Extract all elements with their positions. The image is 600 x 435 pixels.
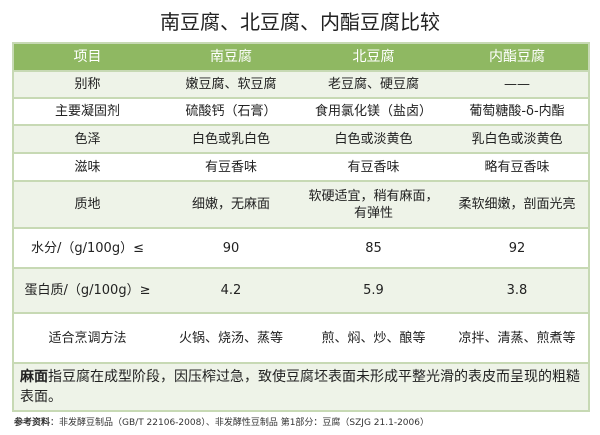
table-cell: 90 — [161, 228, 301, 269]
table-cell: 乳白色或淡黄色 — [446, 125, 589, 154]
table-cell: 细嫩，无麻面 — [161, 181, 301, 229]
table-row: 别称 嫩豆腐、软豆腐 老豆腐、硬豆腐 —— — [13, 71, 589, 99]
table-cell: 85 — [301, 228, 446, 269]
table-cell: 老豆腐、硬豆腐 — [301, 71, 446, 99]
row-label: 色泽 — [13, 125, 161, 154]
table-cell: 有豆香味 — [301, 153, 446, 182]
table-cell: 煎、焖、炒、酿等 — [301, 313, 446, 364]
table-cell: 软硬适宜，稍有麻面，有弹性 — [301, 181, 446, 229]
page-title: 南豆腐、北豆腐、内酯豆腐比较 — [160, 10, 440, 34]
note-text: 指豆腐在成型阶段，因压榨过急，致使豆腐坯表面未形成平整光滑的表皮而呈现的粗糙表面… — [20, 369, 580, 405]
note-row: 麻面指豆腐在成型阶段，因压榨过急，致使豆腐坯表面未形成平整光滑的表皮而呈现的粗糙… — [13, 363, 589, 412]
table-cell: 葡萄糖酸-δ-内酯 — [446, 98, 589, 126]
table-cell: 略有豆香味 — [446, 153, 589, 182]
header-lactone-tofu: 内酯豆腐 — [446, 43, 589, 72]
table-cell: 92 — [446, 228, 589, 269]
table-cell: —— — [446, 71, 589, 99]
table-cell: 食用氯化镁（盐卤） — [301, 98, 446, 126]
reference-label: 参考资料 — [14, 418, 51, 428]
reference-text: ：非发酵豆制品（GB/T 22106-2008）、非发酵性豆制品 第1部分：豆腐… — [50, 418, 429, 428]
table-row: 主要凝固剂 硫酸钙（石膏） 食用氯化镁（盐卤） 葡萄糖酸-δ-内酯 — [13, 98, 589, 126]
table-header-row: 项目 南豆腐 北豆腐 内酯豆腐 — [13, 43, 589, 72]
row-label: 滋味 — [13, 153, 161, 182]
row-label: 适合烹调方法 — [13, 313, 161, 364]
table-cell: 嫩豆腐、软豆腐 — [161, 71, 301, 99]
table-row: 滋味 有豆香味 有豆香味 略有豆香味 — [13, 153, 589, 182]
row-label: 主要凝固剂 — [13, 98, 161, 126]
table-row: 蛋白质/（g/100g）≥ 4.2 5.9 3.8 — [13, 268, 589, 314]
table-row: 质地 细嫩，无麻面 软硬适宜，稍有麻面，有弹性 柔软细嫩，剖面光亮 — [13, 181, 589, 229]
reference-footer: 参考资料：非发酵豆制品（GB/T 22106-2008）、非发酵性豆制品 第1部… — [14, 415, 429, 428]
table-cell: 火锅、烧汤、蒸等 — [161, 313, 301, 364]
row-label: 质地 — [13, 181, 161, 229]
header-north-tofu: 北豆腐 — [301, 43, 446, 72]
row-label: 蛋白质/（g/100g）≥ — [13, 268, 161, 314]
header-item: 项目 — [13, 43, 161, 72]
note-term: 麻面 — [20, 369, 48, 385]
table-row: 色泽 白色或乳白色 白色或淡黄色 乳白色或淡黄色 — [13, 125, 589, 154]
table-row: 适合烹调方法 火锅、烧汤、蒸等 煎、焖、炒、酿等 凉拌、清蒸、煎煮等 — [13, 313, 589, 364]
table-cell: 硫酸钙（石膏） — [161, 98, 301, 126]
table-cell: 5.9 — [301, 268, 446, 314]
table-cell: 有豆香味 — [161, 153, 301, 182]
header-south-tofu: 南豆腐 — [161, 43, 301, 72]
table-cell: 3.8 — [446, 268, 589, 314]
table-cell: 白色或淡黄色 — [301, 125, 446, 154]
table-cell: 白色或乳白色 — [161, 125, 301, 154]
table-row: 水分/（g/100g）≤ 90 85 92 — [13, 228, 589, 269]
table-cell: 柔软细嫩，剖面光亮 — [446, 181, 589, 229]
table-cell: 凉拌、清蒸、煎煮等 — [446, 313, 589, 364]
note-cell: 麻面指豆腐在成型阶段，因压榨过急，致使豆腐坯表面未形成平整光滑的表皮而呈现的粗糙… — [13, 363, 589, 412]
row-label: 水分/（g/100g）≤ — [13, 228, 161, 269]
row-label: 别称 — [13, 71, 161, 99]
tofu-comparison-table: 项目 南豆腐 北豆腐 内酯豆腐 别称 嫩豆腐、软豆腐 老豆腐、硬豆腐 —— 主要凝固剂硫… — [12, 42, 590, 412]
table-cell: 4.2 — [161, 268, 301, 314]
